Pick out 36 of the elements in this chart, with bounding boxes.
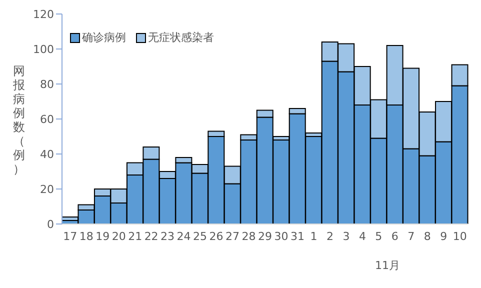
x-tick-label: 29 <box>258 230 272 243</box>
x-tick-label: 18 <box>79 230 94 243</box>
legend-label: 无症状感染者 <box>148 30 214 45</box>
x-tick-label: 23 <box>160 230 175 243</box>
x-tick-label: 21 <box>128 230 142 243</box>
y-axis-title: 网报病例数（例） <box>12 64 26 176</box>
y-tick-label: 80 <box>40 78 54 91</box>
x-tick-label: 24 <box>176 230 191 243</box>
x-tick-label: 30 <box>274 230 288 243</box>
x-tick-label: 10 <box>452 230 467 243</box>
x-tick-label: 20 <box>112 230 126 243</box>
y-tick-label: 60 <box>40 112 54 126</box>
x-tick-label: 5 <box>375 230 382 243</box>
x-tick-label: 25 <box>193 230 208 243</box>
x-tick-label: 4 <box>358 230 366 243</box>
text: 11月 <box>375 258 400 273</box>
x-tick-label: 6 <box>391 230 398 243</box>
x-tick-label: 19 <box>96 230 110 243</box>
y-tick-label: 120 <box>33 8 54 21</box>
x-tick-label: 27 <box>226 230 240 243</box>
y-tick-label: 40 <box>40 148 54 161</box>
x-tick-label: 9 <box>440 230 448 243</box>
y-tick-label: 20 <box>40 182 54 196</box>
y-tick-label: 0 <box>47 218 54 231</box>
x-tick-label: 8 <box>424 230 431 243</box>
x-tick-label: 22 <box>144 230 158 243</box>
x-tick-label: 7 <box>408 230 415 243</box>
x-tick-label: 26 <box>209 230 224 243</box>
y-tick-label: 100 <box>33 42 54 56</box>
x-tick-label: 2 <box>326 230 334 243</box>
legend-label: 确诊病例 <box>82 30 126 45</box>
x-tick-label: 31 <box>290 230 304 243</box>
x-tick-label: 28 <box>242 230 256 243</box>
x-tick-label: 1 <box>310 230 318 243</box>
x-tick-label: 17 <box>63 230 78 243</box>
x-tick-label: 3 <box>342 230 350 243</box>
